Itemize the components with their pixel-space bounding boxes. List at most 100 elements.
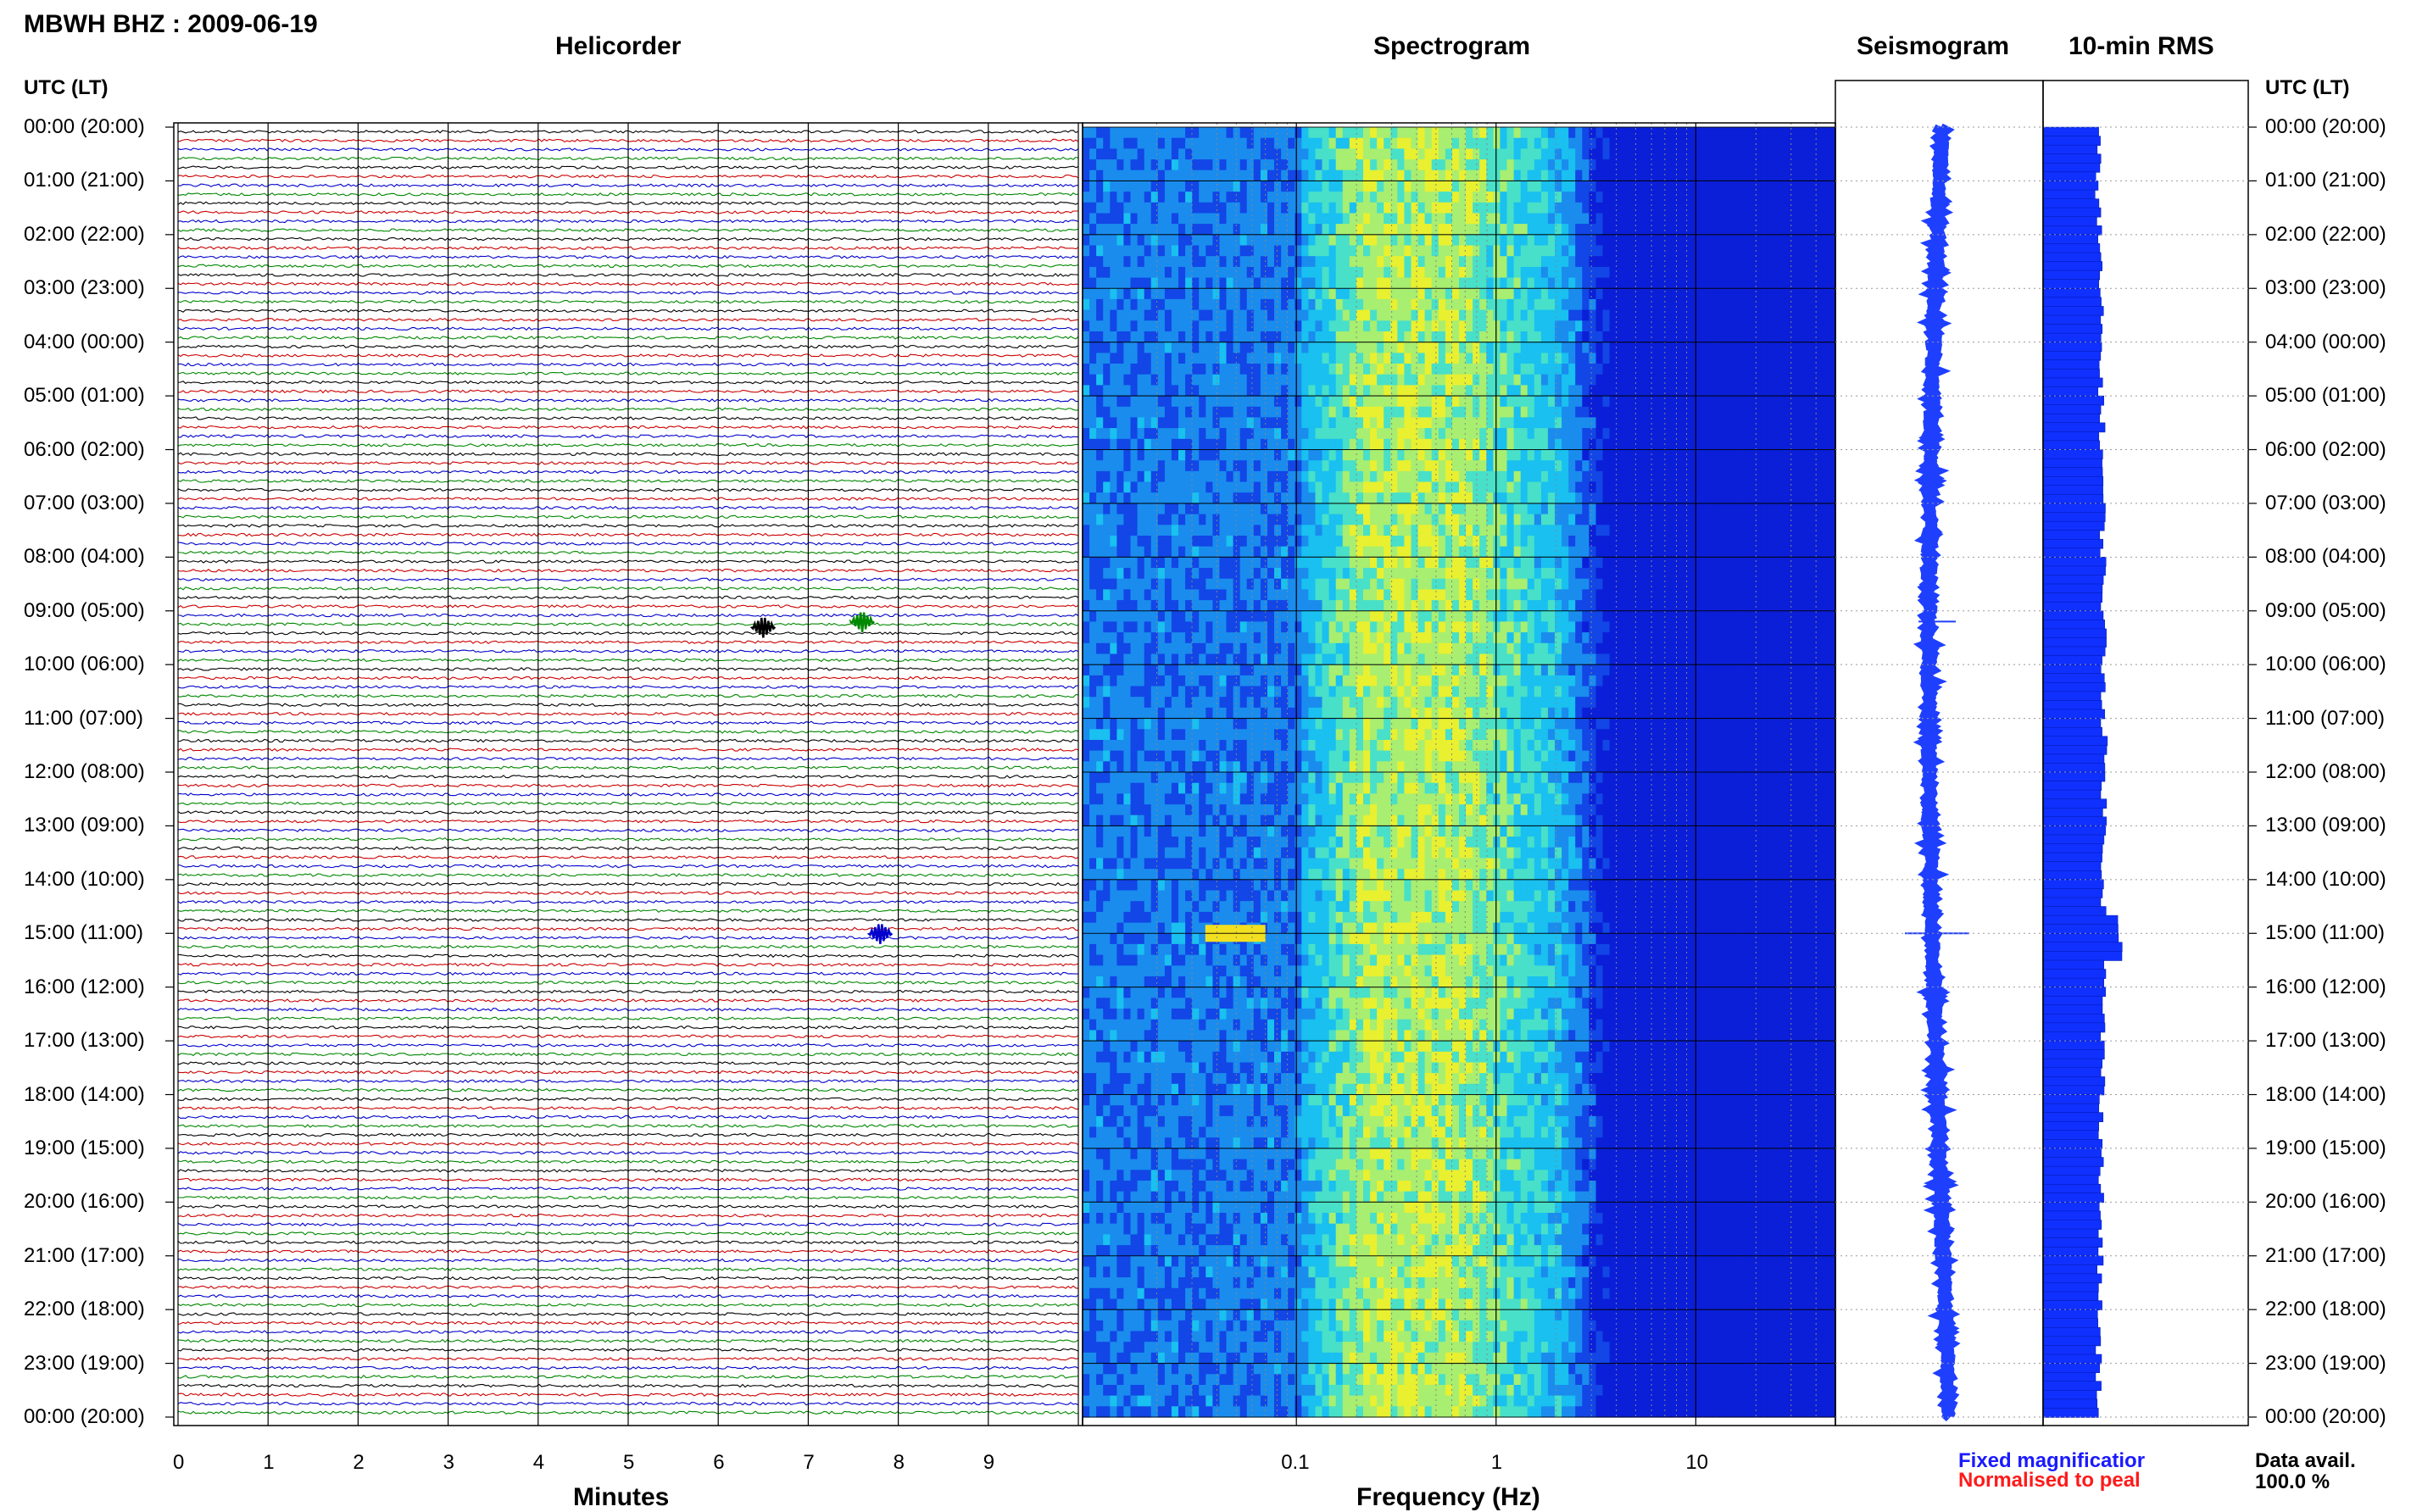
- spectrogram-cell: [1384, 267, 1391, 278]
- spectrogram-cell: [1096, 267, 1104, 278]
- spectrogram-cell: [1582, 127, 1590, 138]
- spectrogram-cell: [1322, 278, 1330, 289]
- spectrogram-cell: [1356, 536, 1364, 547]
- spectrogram-cell: [1445, 482, 1453, 493]
- spectrogram-cell: [1801, 514, 1809, 525]
- spectrogram-cell: [1507, 299, 1515, 310]
- spectrogram-cell: [1412, 310, 1419, 321]
- spectrogram-cell: [1740, 331, 1747, 342]
- spectrogram-cell: [1452, 320, 1460, 331]
- spectrogram-cell: [1192, 503, 1200, 514]
- spectrogram-cell: [1699, 503, 1707, 514]
- spectrogram-cell: [1103, 460, 1111, 471]
- spectrogram-cell: [1116, 331, 1124, 342]
- spectrogram-cell: [1274, 439, 1282, 450]
- spectrogram-cell: [1500, 471, 1507, 482]
- spectrogram-cell: [1507, 320, 1515, 331]
- spectrogram-cell: [1151, 278, 1159, 289]
- spectrogram-cell: [1116, 310, 1124, 321]
- spectrogram-cell: [1575, 192, 1583, 203]
- spectrogram-cell: [1801, 396, 1809, 407]
- spectrogram-cell: [1719, 396, 1727, 407]
- spectrogram-cell: [1479, 579, 1487, 590]
- spectrogram-cell: [1151, 439, 1159, 450]
- spectrogram-cell: [1096, 428, 1104, 439]
- spectrogram-cell: [1712, 407, 1720, 418]
- spectrogram-cell: [1377, 288, 1384, 299]
- spectrogram-cell: [1432, 407, 1439, 418]
- spectrogram-cell: [1089, 460, 1097, 471]
- spectrogram-cell: [1753, 471, 1761, 482]
- spectrogram-cell: [1261, 407, 1268, 418]
- spectrogram-cell: [1288, 503, 1295, 514]
- spectrogram-cell: [1288, 267, 1295, 278]
- spectrogram-cell: [1261, 256, 1268, 267]
- spectrogram-cell: [1199, 579, 1206, 590]
- spectrogram-cell: [1158, 439, 1166, 450]
- spectrogram-cell: [1637, 127, 1645, 138]
- spectrogram-cell: [1479, 525, 1487, 536]
- spectrogram-cell: [1808, 568, 1816, 579]
- spectrogram-cell: [1815, 471, 1823, 482]
- spectrogram-cell: [1274, 127, 1282, 138]
- spectrogram-cell: [1370, 428, 1378, 439]
- spectrogram-cell: [1712, 127, 1720, 138]
- spectrogram-cell: [1254, 503, 1261, 514]
- spectrogram-cell: [1151, 547, 1159, 558]
- spectrogram-cell: [1548, 170, 1556, 181]
- spectrogram-cell: [1404, 181, 1412, 192]
- spectrogram-cell: [1753, 589, 1761, 600]
- spectrogram-cell: [1356, 246, 1364, 257]
- spectrogram-cell: [1795, 299, 1802, 310]
- spectrogram-cell: [1439, 364, 1446, 375]
- spectrogram-cell: [1610, 170, 1618, 181]
- spectrogram-cell: [1534, 299, 1542, 310]
- spectrogram-cell: [1397, 396, 1405, 407]
- spectrogram-cell: [1363, 214, 1371, 225]
- spectrogram-cell: [1548, 224, 1556, 235]
- spectrogram-cell: [1808, 256, 1816, 267]
- spectrogram-cell: [1493, 568, 1501, 579]
- spectrogram-cell: [1808, 278, 1816, 289]
- spectrogram-cell: [1096, 514, 1104, 525]
- spectrogram-cell: [1637, 514, 1645, 525]
- spectrogram-cell: [1706, 320, 1713, 331]
- spectrogram-cell: [1316, 214, 1323, 225]
- spectrogram-cell: [1185, 525, 1193, 536]
- spectrogram-cell: [1473, 568, 1480, 579]
- spectrogram-cell: [1521, 148, 1528, 159]
- spectrogram-cell: [1288, 278, 1295, 289]
- spectrogram-cell: [1123, 353, 1131, 364]
- spectrogram-cell: [1671, 471, 1679, 482]
- spectrogram-cell: [1486, 353, 1494, 364]
- spectrogram-cell: [1500, 589, 1507, 600]
- spectrogram-cell: [1089, 417, 1097, 428]
- spectrogram-cell: [1657, 170, 1665, 181]
- spectrogram-cell: [1329, 246, 1337, 257]
- spectrogram-cell: [1329, 310, 1337, 321]
- spectrogram-cell: [1507, 192, 1515, 203]
- spectrogram-cell: [1596, 471, 1604, 482]
- spectrogram-cell: [1534, 148, 1542, 159]
- spectrogram-cell: [1227, 471, 1234, 482]
- spectrogram-cell: [1240, 320, 1248, 331]
- spectrogram-cell: [1336, 407, 1344, 418]
- spectrogram-cell: [1185, 428, 1193, 439]
- spectrogram-cell: [1801, 246, 1809, 257]
- spectrogram-cell: [1466, 148, 1473, 159]
- spectrogram-cell: [1261, 224, 1268, 235]
- spectrogram-cell: [1308, 170, 1316, 181]
- spectrogram-cell: [1753, 203, 1761, 214]
- spectrogram-cell: [1116, 159, 1124, 170]
- spectrogram-cell: [1227, 170, 1234, 181]
- spectrogram-cell: [1418, 375, 1426, 386]
- spectrogram-cell: [1267, 256, 1275, 267]
- spectrogram-cell: [1432, 278, 1439, 289]
- spectrogram-cell: [1397, 471, 1405, 482]
- spectrogram-cell: [1233, 181, 1241, 192]
- spectrogram-cell: [1528, 235, 1535, 246]
- spectrogram-cell: [1404, 353, 1412, 364]
- spectrogram-cell: [1719, 203, 1727, 214]
- spectrogram-cell: [1199, 407, 1206, 418]
- spectrogram-cell: [1220, 589, 1228, 600]
